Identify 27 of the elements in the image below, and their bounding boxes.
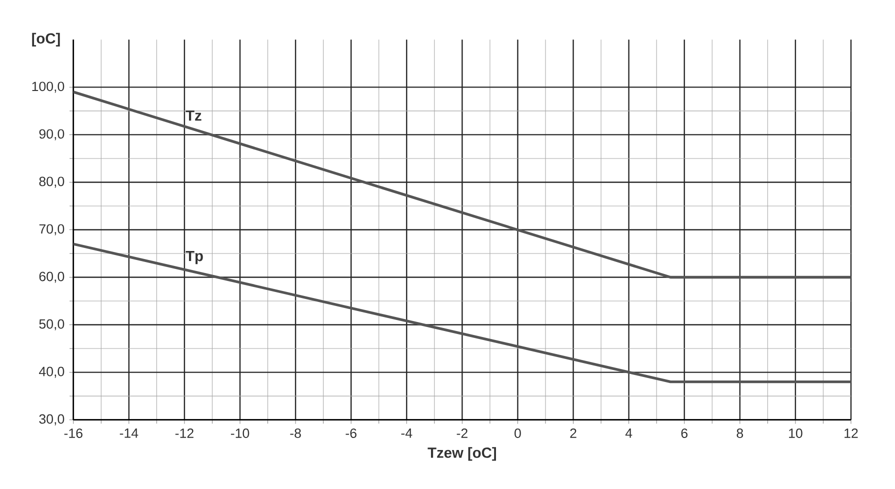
series-label: Tz	[186, 110, 202, 121]
y-tick-label: 30,0	[39, 414, 64, 426]
y-tick-label: 100,0	[32, 82, 64, 93]
y-tick-label: 90,0	[39, 129, 64, 140]
x-tick-label: -14	[120, 428, 138, 438]
x-tick-label: 2	[570, 428, 576, 438]
x-tick-label: -10	[230, 428, 250, 438]
x-tick-label: -12	[175, 428, 194, 438]
x-tick-label: -8	[290, 428, 301, 438]
x-tick-label: -2	[456, 428, 468, 438]
x-tick-label: 10	[789, 428, 802, 438]
x-tick-label: 0	[514, 428, 521, 438]
x-tick-label: 4	[625, 428, 632, 438]
series-label: Tp	[186, 250, 203, 264]
x-tick-label: 6	[681, 428, 688, 438]
x-tick-label: -4	[401, 428, 412, 438]
y-tick-label: 40,0	[39, 366, 64, 378]
x-tick-label: 12	[844, 428, 858, 438]
x-axis-title: Tzew [oC]	[428, 447, 496, 461]
x-tick-label: 8	[736, 428, 744, 438]
y-tick-label: 70,0	[39, 224, 64, 236]
y-axis-title: [oC]	[32, 32, 60, 46]
y-tick-label: 80,0	[39, 176, 64, 188]
y-tick-label: 50,0	[39, 319, 64, 330]
x-tick-label: -16	[64, 428, 82, 438]
x-tick-label: -6	[346, 428, 356, 438]
y-tick-label: 60,0	[39, 272, 64, 283]
